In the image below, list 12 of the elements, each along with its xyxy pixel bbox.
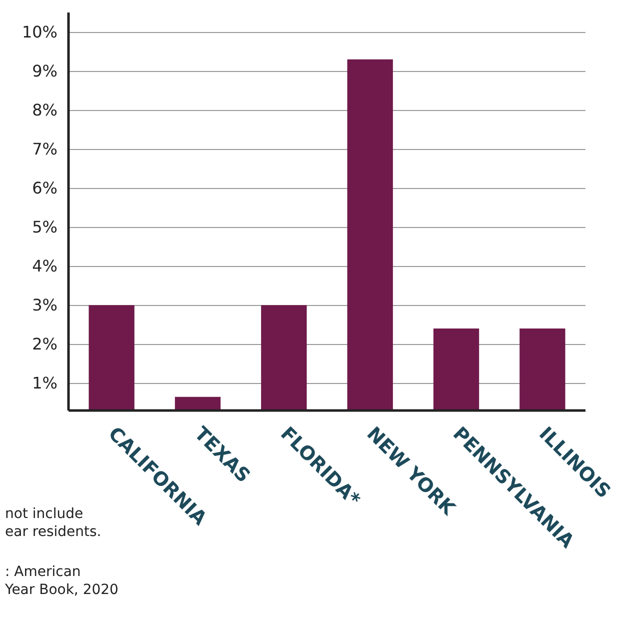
y-tick-label: 1% <box>32 374 58 393</box>
y-tick-label: 10% <box>22 22 58 42</box>
y-tick-label: 2% <box>32 334 58 354</box>
y-tick-label: 7% <box>32 140 58 159</box>
y-tick-label: 3% <box>32 296 58 315</box>
text: not include ear residents. <box>5 505 102 541</box>
y-tick-label: 9% <box>32 62 58 81</box>
y-tick-label: 4% <box>32 256 58 276</box>
text: : American Year Book, 2020 <box>5 563 118 599</box>
y-tick-label: 5% <box>32 218 58 237</box>
y-tick-label: 8% <box>32 100 58 120</box>
y-tick-label: 6% <box>32 178 58 198</box>
